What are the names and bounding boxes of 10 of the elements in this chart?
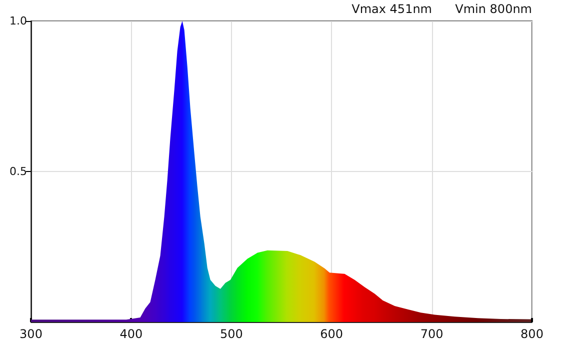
x-tick-label: 500 [220, 327, 243, 341]
text: Vmin 800nm [455, 2, 532, 16]
y-tick-label: 1.0 [10, 14, 27, 28]
y-tick-label: 0.5 [10, 165, 27, 178]
x-tick-label: 800 [520, 327, 544, 341]
x-tick-label: 700 [420, 327, 444, 341]
x-tick-label: 600 [320, 327, 344, 341]
x-tick-label: 300 [20, 327, 42, 341]
text: Vmax 451nm [352, 2, 432, 16]
x-tick-label: 400 [120, 327, 143, 341]
